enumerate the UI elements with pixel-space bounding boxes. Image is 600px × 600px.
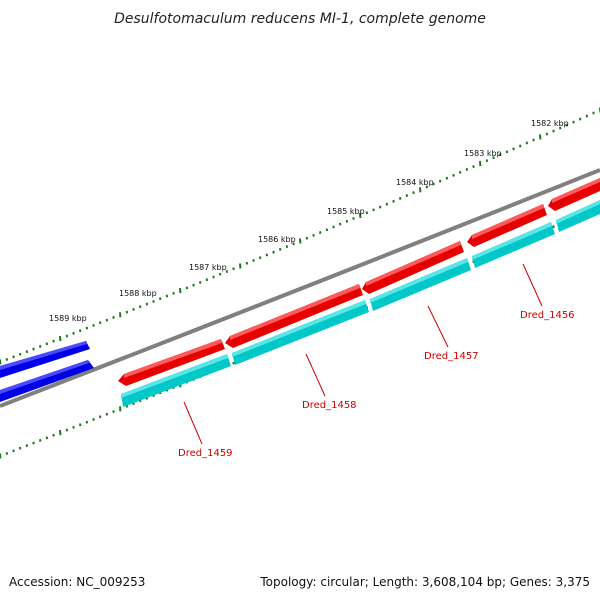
gene-dred-1458-highlight (232, 300, 366, 357)
gene-labels: Dred_1456 Dred_1457 Dred_1458 Dred_1459 (178, 310, 575, 459)
kbp-label: 1584 kbp (396, 178, 434, 187)
kbp-label: 1586 kbp (258, 235, 296, 244)
kbp-label: 1589 kbp (49, 314, 87, 323)
forward-gene-highlight (0, 360, 89, 394)
gene-dred-1457-highlight (370, 258, 468, 303)
kbp-label: 1583 kbp (464, 149, 502, 158)
gene-dred-1459-highlight (121, 354, 228, 398)
cds-dred-1458-highlight (230, 284, 360, 340)
outer-tick-ring (0, 107, 600, 365)
leader-dred-1459 (183, 401, 203, 445)
label-leaders (183, 263, 543, 445)
leader-dred-1457 (427, 305, 449, 348)
reverse-gene-features (121, 200, 600, 407)
forward-strand-features (0, 341, 94, 402)
gene-label-dred-1459[interactable]: Dred_1459 (178, 448, 233, 459)
map-title: Desulfotomaculum reducens MI-1, complete… (114, 11, 486, 27)
kbp-labels: 1582 kbp 1583 kbp 1584 kbp 1585 kbp 1586… (49, 119, 569, 323)
forward-cds-highlight (0, 341, 87, 370)
gene-label-dred-1457[interactable]: Dred_1457 (424, 351, 479, 362)
cds-dred-1457-highlight (366, 241, 461, 286)
forward-gene[interactable] (0, 360, 94, 402)
kbp-label: 1585 kbp (327, 207, 365, 216)
forward-cds[interactable] (0, 341, 90, 378)
gene-next-highlight (556, 200, 600, 224)
cds-next-highlight (552, 178, 600, 203)
gene-dred-1456-highlight (472, 222, 552, 260)
genome-summary-text: Topology: circular; Length: 3,608,104 bp… (259, 575, 590, 589)
gene-label-dred-1456[interactable]: Dred_1456 (520, 310, 575, 321)
kbp-label: 1587 kbp (189, 263, 227, 272)
leader-dred-1456 (522, 263, 543, 307)
kbp-label: 1588 kbp (119, 289, 157, 298)
genome-backbone (0, 168, 600, 408)
gene-dred-1459[interactable] (121, 354, 231, 407)
reverse-cds-features (118, 178, 600, 386)
cds-dred-1459-highlight (124, 339, 222, 378)
leader-dred-1458 (305, 353, 326, 397)
gene-label-dred-1458[interactable]: Dred_1458 (302, 400, 357, 411)
cds-dred-1456-highlight (472, 204, 544, 239)
kbp-label: 1582 kbp (531, 119, 569, 128)
accession-text: Accession: NC_009253 (9, 575, 145, 589)
